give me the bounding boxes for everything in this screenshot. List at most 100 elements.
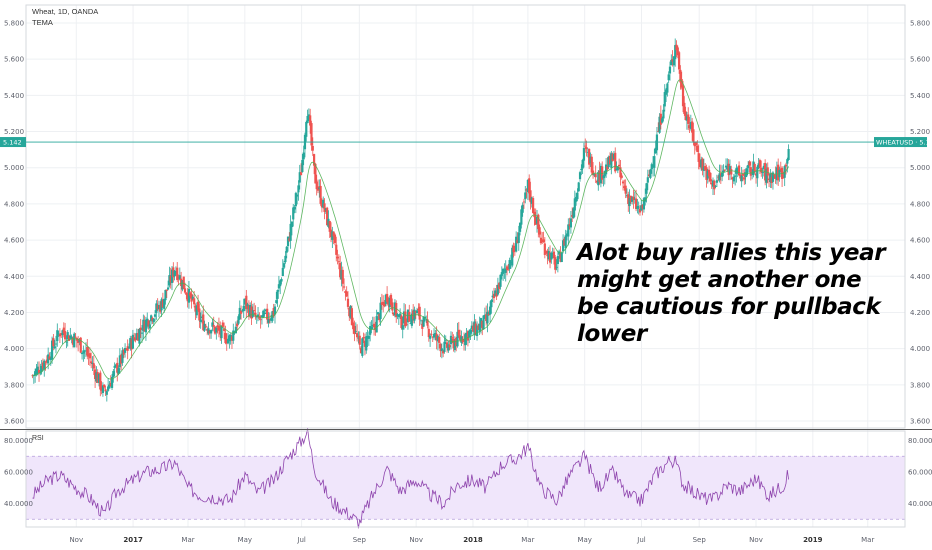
candle-body	[551, 253, 554, 256]
rsi-label[interactable]: RSI	[32, 435, 44, 442]
y-tick-label-right: 3.800	[910, 381, 930, 389]
candle-body	[229, 335, 232, 340]
candle-body	[64, 331, 67, 340]
candle-body	[302, 152, 305, 160]
candle-body	[511, 247, 514, 266]
candle-body	[140, 332, 144, 334]
candle-body	[344, 291, 347, 294]
candle-body	[786, 159, 789, 164]
candle-body	[762, 165, 765, 170]
candle-body	[487, 314, 490, 316]
y-tick-label-right: 5.400	[910, 92, 930, 100]
candle-body	[366, 336, 369, 339]
rsi-tick-label-right: 60.0000	[908, 469, 932, 477]
candle-body	[689, 122, 692, 129]
candle-body	[306, 115, 309, 124]
candle-body	[241, 310, 244, 312]
candle-body	[107, 386, 110, 391]
candle-body	[69, 335, 72, 339]
candle-body	[486, 311, 489, 324]
candle-body	[542, 239, 545, 243]
candle-body	[508, 260, 511, 270]
candle-body	[191, 296, 194, 299]
candle-body	[105, 391, 108, 395]
candle-body	[104, 389, 107, 392]
x-tick-label: Nov	[409, 536, 423, 544]
x-tick-label: Mar	[861, 536, 874, 544]
candle-body	[619, 167, 622, 178]
candle-body	[721, 172, 724, 177]
rsi-axis[interactable]: 80.0000 80.0000 60.0000 60.0000 40.0000 40.00…	[4, 437, 932, 508]
candle-body	[336, 256, 339, 259]
candle-body	[156, 305, 159, 309]
candle-body	[202, 314, 205, 331]
candle-body	[58, 334, 61, 337]
candle-body	[576, 192, 579, 200]
candle-body	[369, 326, 372, 335]
candle-body	[323, 203, 326, 212]
candle-body	[405, 324, 408, 326]
y-tick-label-left: 3.600	[4, 418, 24, 426]
candle-body	[495, 292, 498, 297]
candle-body	[195, 305, 198, 316]
candle-body	[761, 172, 764, 173]
candle-body	[127, 347, 131, 349]
candle-body	[470, 325, 473, 329]
candle-body	[400, 315, 403, 329]
candle-body	[273, 306, 277, 315]
candle-body	[67, 335, 71, 341]
annotation-text[interactable]: Alot buy rallies this year might get ano…	[577, 240, 886, 348]
candle-body	[253, 310, 256, 311]
candle-body	[582, 148, 586, 161]
candle-body	[189, 292, 192, 296]
candle-body	[456, 331, 459, 347]
candle-body	[161, 299, 164, 308]
candle-body	[335, 244, 338, 255]
candle-body	[49, 358, 52, 360]
candle-body	[597, 172, 600, 186]
candle-body	[636, 206, 639, 209]
candle-body	[524, 192, 527, 200]
candle-body	[518, 222, 522, 232]
rsi-series	[32, 428, 789, 529]
candle-body	[133, 337, 136, 339]
candle-body	[500, 272, 503, 276]
candle-body	[99, 372, 102, 390]
candle-body	[430, 333, 433, 335]
symbol-title[interactable]: Wheat, 1D, OANDA	[32, 7, 99, 16]
candle-body	[292, 207, 295, 220]
candle-body	[455, 337, 458, 346]
candle-body	[475, 325, 479, 337]
candle-body	[598, 170, 601, 183]
candle-body	[234, 326, 237, 334]
candle-body	[286, 236, 290, 247]
candle-body	[345, 291, 348, 297]
candle-body	[383, 302, 386, 307]
candle-body	[204, 325, 207, 327]
candle-body	[513, 250, 516, 252]
candle-body	[681, 85, 685, 107]
candle-body	[590, 156, 593, 173]
candle-body	[439, 344, 442, 352]
candle-body	[361, 338, 364, 356]
y-axis[interactable]: 5.800 5.800 5.600 5.600 5.400 5.400 5.200 5.200…	[4, 20, 930, 426]
x-axis[interactable]: Nov 2017 Mar May Jul Sep Nov 2018 Mar May Jul Sep No…	[69, 536, 874, 544]
candle-body	[356, 333, 359, 338]
candle-body	[129, 338, 132, 349]
candle-body	[247, 305, 251, 317]
candle-body	[90, 361, 93, 364]
y-tick-label-right: 4.200	[910, 309, 930, 317]
candle-body	[676, 47, 679, 56]
candle-body	[110, 376, 114, 388]
y-tick-label-right: 5.800	[910, 20, 930, 28]
indicator-label[interactable]: TEMA	[32, 18, 53, 27]
candle-body	[194, 306, 197, 312]
candle-body	[193, 298, 196, 305]
candle-body	[288, 238, 291, 241]
candle-body	[787, 149, 790, 161]
y-tick-label-right: 4.600	[910, 237, 930, 245]
candle-body	[203, 324, 206, 331]
candle-body	[492, 293, 496, 299]
candle-body	[623, 186, 626, 188]
candle-body	[591, 170, 595, 176]
